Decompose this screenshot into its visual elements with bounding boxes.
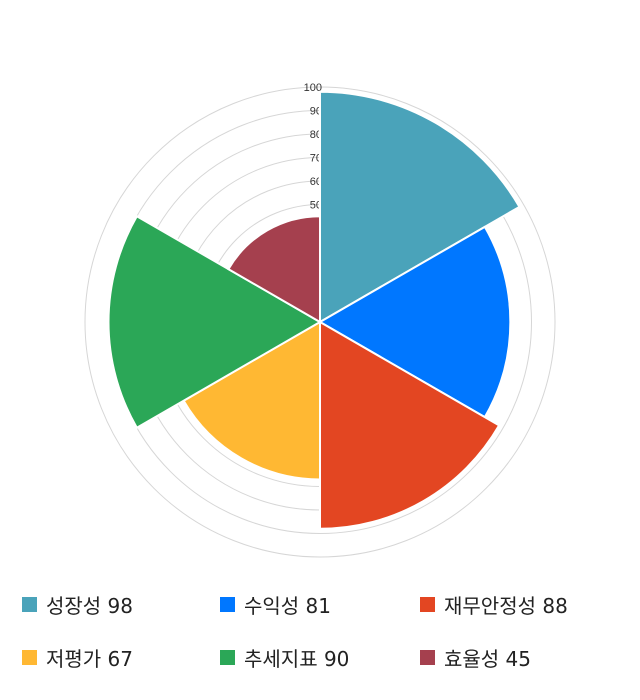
polar-wedge[interactable] [227,215,321,324]
radial-tick-label: 50 [310,200,322,212]
legend-swatch [420,597,435,612]
polar-wedge[interactable] [107,214,322,430]
grid-circle [84,86,556,558]
radial-tick-label: 90 [310,106,322,118]
radial-tick-label: 70 [310,153,322,165]
legend-swatch [22,650,37,665]
legend-swatch [420,650,435,665]
polar-wedge[interactable] [319,320,501,530]
legend-item[interactable]: 성장성 98 [22,590,133,619]
legend-label: 추세지표 90 [244,647,350,671]
legend-label: 성장성 98 [46,594,134,618]
legend-item[interactable]: 저평가 67 [22,643,133,672]
legend-label: 수익성 81 [244,594,332,618]
legend-item[interactable]: 추세지표 90 [220,643,349,672]
polar-chart: 50 60 70 80 90 100 [84,82,556,558]
legend-label: 재무안정성 88 [444,594,568,618]
polar-wedge[interactable] [317,225,512,419]
legend-item[interactable]: 재무안정성 88 [420,590,568,619]
legend-label: 효율성 45 [444,647,532,671]
legend-swatch [220,650,235,665]
radial-tick-label: 60 [310,176,322,188]
legend-item[interactable]: 효율성 45 [420,643,531,672]
polar-wedge[interactable] [182,320,321,481]
radial-tick-label: 80 [310,129,322,141]
polar-wedge[interactable] [319,90,521,324]
radial-tick-label: 100 [304,82,322,94]
legend-label: 저평가 67 [46,647,134,671]
legend-swatch [220,597,235,612]
legend-item[interactable]: 수익성 81 [220,590,331,619]
legend-swatch [22,597,37,612]
